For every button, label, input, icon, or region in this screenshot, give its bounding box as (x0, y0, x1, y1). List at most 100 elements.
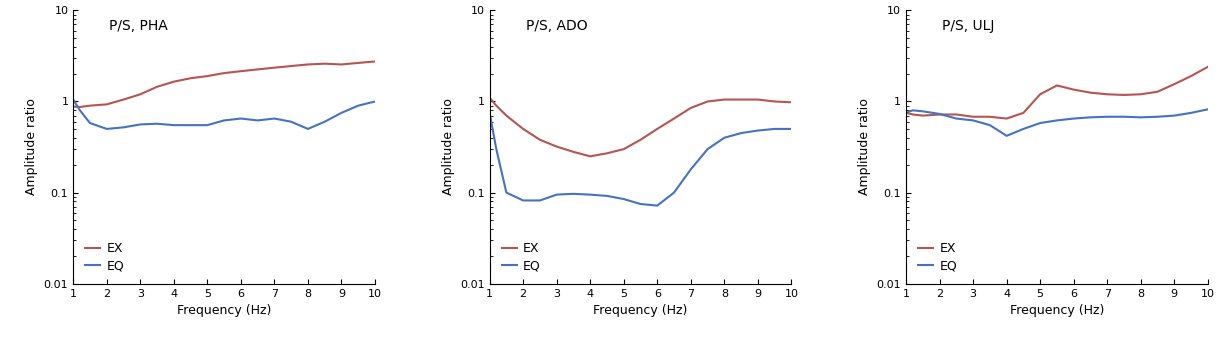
EX (482, 95, 497, 100)
EQ (1116, 115, 1131, 119)
EX (583, 154, 598, 158)
EQ (1049, 118, 1064, 122)
Text: P/S, PHA: P/S, PHA (110, 19, 168, 33)
Y-axis label: Amplitude ratio: Amplitude ratio (858, 99, 871, 195)
EX (1100, 92, 1115, 96)
EQ (899, 111, 914, 115)
EQ (733, 131, 748, 135)
EX (949, 112, 964, 117)
EX (66, 104, 81, 109)
EQ (915, 109, 930, 113)
EQ (566, 192, 581, 196)
EX (566, 150, 581, 154)
EQ (683, 167, 698, 171)
EX (1083, 91, 1098, 95)
EQ (1183, 111, 1198, 115)
EX (150, 85, 165, 89)
EQ (650, 203, 665, 208)
EQ (999, 134, 1014, 138)
EQ (267, 117, 282, 121)
EX (1016, 111, 1031, 115)
EX (334, 62, 349, 66)
EQ (499, 191, 514, 195)
EX (83, 103, 98, 108)
EQ (83, 121, 98, 125)
X-axis label: Frequency (Hz): Frequency (Hz) (593, 304, 688, 317)
EX (905, 112, 920, 117)
EX (99, 102, 113, 107)
EQ (905, 108, 920, 112)
EX (750, 98, 765, 102)
EQ (183, 123, 198, 127)
Y-axis label: Amplitude ratio: Amplitude ratio (442, 99, 455, 195)
EX (116, 98, 131, 102)
EQ (949, 117, 964, 121)
Line: EX: EX (489, 98, 792, 156)
EX (284, 64, 299, 68)
EQ (666, 191, 681, 195)
EQ (1033, 121, 1048, 125)
EX (1066, 88, 1081, 92)
EX (650, 127, 665, 131)
EX (233, 69, 248, 73)
EQ (116, 125, 131, 129)
EX (183, 76, 198, 80)
EX (1116, 93, 1131, 97)
EX (72, 105, 87, 109)
EQ (549, 193, 564, 197)
EQ (66, 98, 81, 102)
EX (999, 117, 1014, 121)
EQ (583, 193, 598, 197)
EQ (616, 197, 631, 201)
EQ (233, 117, 248, 121)
EQ (166, 123, 181, 127)
EX (200, 74, 215, 78)
EX (784, 100, 799, 104)
EX (489, 103, 504, 108)
EQ (150, 122, 165, 126)
EQ (982, 123, 997, 127)
Line: EX: EX (906, 67, 1208, 119)
EX (915, 113, 930, 118)
EX (217, 71, 232, 75)
EX (1183, 74, 1198, 78)
EX (533, 138, 548, 142)
EQ (1100, 115, 1115, 119)
EQ (72, 108, 87, 112)
Legend: EX, EQ: EX, EQ (85, 242, 124, 272)
EQ (317, 120, 332, 124)
EQ (1150, 115, 1165, 119)
EX (700, 99, 715, 103)
Legend: EX, EQ: EX, EQ (501, 242, 540, 272)
EQ (250, 118, 265, 122)
EQ (300, 127, 315, 131)
EQ (1200, 107, 1215, 111)
EX (499, 113, 514, 118)
EQ (516, 198, 531, 202)
EX (351, 61, 366, 65)
EQ (1133, 115, 1148, 119)
EX (717, 98, 732, 102)
Line: EQ: EQ (489, 113, 792, 206)
EQ (217, 118, 232, 122)
EQ (351, 103, 366, 108)
EX (1200, 65, 1215, 69)
EX (666, 117, 681, 121)
EX (267, 66, 282, 70)
EX (1168, 82, 1182, 86)
EX (300, 62, 315, 66)
EX (1049, 83, 1064, 88)
EQ (533, 198, 548, 202)
EQ (200, 123, 215, 127)
EX (367, 60, 382, 64)
EQ (1016, 127, 1031, 131)
EX (633, 138, 648, 142)
EX (1033, 92, 1048, 96)
EX (899, 111, 914, 115)
Line: EQ: EQ (906, 109, 1208, 136)
EX (616, 147, 631, 151)
EX (1150, 90, 1165, 94)
EQ (633, 202, 648, 206)
X-axis label: Frequency (Hz): Frequency (Hz) (177, 304, 271, 317)
EX (966, 115, 981, 119)
